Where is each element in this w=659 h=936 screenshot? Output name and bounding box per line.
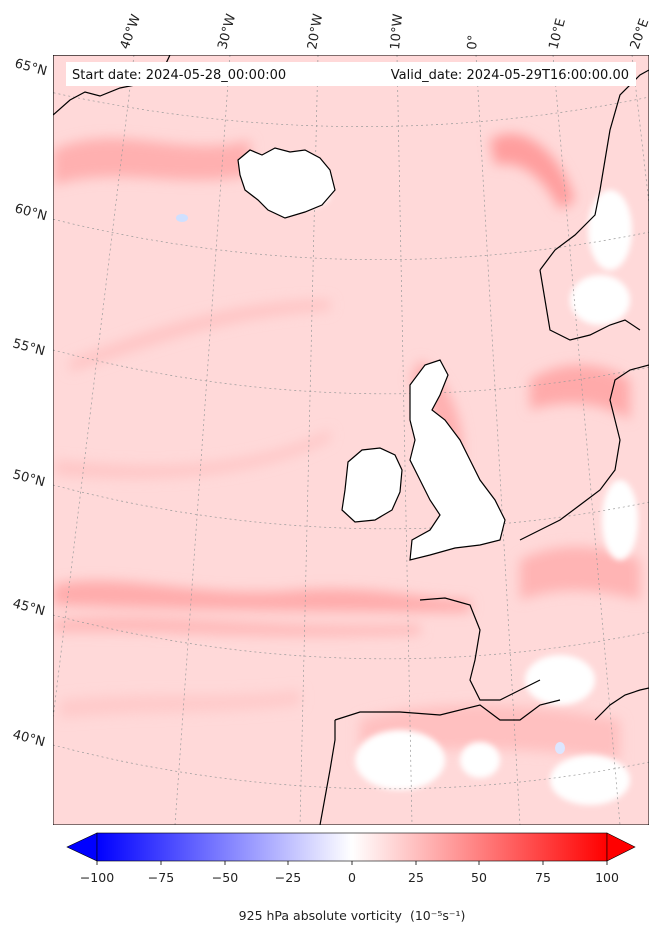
ireland-coast (341, 447, 403, 523)
lon-label: 10°E (546, 17, 569, 51)
colorbar-tick-label: −100 (80, 870, 114, 885)
lat-label: 60°N (13, 201, 49, 224)
lat-label: 40°N (11, 727, 47, 750)
colorbar-tick-label: 25 (408, 870, 424, 885)
colorbar-title: 925 hPa absolute vorticity (10⁻⁵s⁻¹) (239, 908, 466, 923)
map-panel (53, 55, 649, 825)
lon-label: 0° (465, 34, 481, 50)
colorbar-title-text: 925 hPa absolute vorticity (239, 908, 403, 923)
longitude-labels: 40°W 30°W 20°W 10°W 0° 10°E 20°E (118, 12, 653, 51)
colorbar-extend-min (66, 832, 98, 862)
colorbar: −100 −75 −50 −25 0 25 50 75 100 925 hPa … (66, 832, 636, 923)
colorbar-gradient (96, 832, 608, 862)
colorbar-tick-label: 100 (595, 870, 619, 885)
lon-label: 20°W (305, 13, 326, 51)
graticule (53, 55, 649, 825)
lon-label: 40°W (118, 12, 144, 51)
latitude-labels: 65°N 60°N 55°N 50°N 45°N 40°N (11, 56, 49, 750)
start-date-label: Start date: 2024-05-28_00:00:00 (72, 68, 286, 83)
vorticity-contours (53, 133, 640, 760)
colorbar-tick-label: 0 (348, 870, 356, 885)
lon-label: 10°W (388, 13, 406, 50)
lon-label: 20°E (628, 17, 653, 52)
norway-south-coast (539, 269, 641, 341)
lat-label: 45°N (11, 596, 47, 619)
iceland-coast (237, 147, 336, 219)
continent-coast (519, 364, 649, 541)
colorbar-tick-label: 50 (471, 870, 487, 885)
valid-date-label: Valid_date: 2024-05-29T16:00:00.00 (391, 68, 629, 83)
lat-label: 55°N (11, 336, 47, 359)
lat-label: 65°N (13, 56, 49, 79)
lon-label: 30°W (215, 12, 239, 51)
negative-vorticity-patch (176, 214, 188, 222)
colorbar-tick-label: −75 (148, 870, 174, 885)
iberia-coast (319, 699, 561, 825)
colorbar-title-units: (10⁻⁵s⁻¹) (410, 908, 465, 923)
lat-label: 50°N (11, 467, 47, 490)
colorbar-extend-max (606, 832, 636, 862)
negative-vorticity-patch (555, 742, 565, 754)
great-britain-coast (409, 359, 506, 561)
coastlines (53, 55, 649, 825)
france-coast (419, 597, 541, 701)
colorbar-tick-label: −50 (212, 870, 238, 885)
italy-coast (594, 687, 649, 721)
colorbar-ticks (96, 861, 608, 865)
header-box (66, 62, 636, 86)
colorbar-tick-label: 75 (535, 870, 551, 885)
colorbar-tick-label: −25 (275, 870, 301, 885)
